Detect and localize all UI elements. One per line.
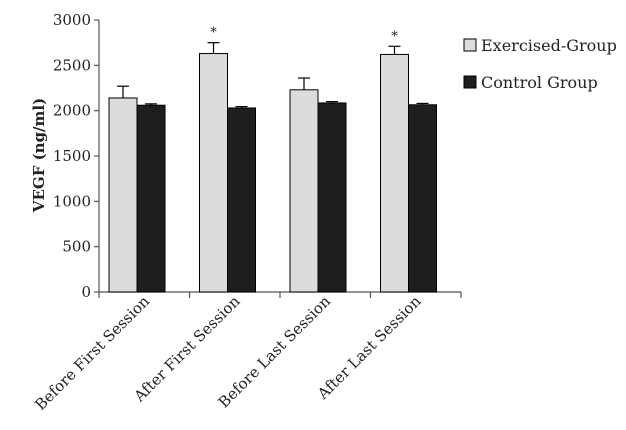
significance-marker: * [210, 26, 217, 41]
bar-control [408, 104, 437, 293]
y-tick-label: 2500 [53, 56, 91, 74]
bars: * * [108, 26, 437, 293]
y-tick-label: 1000 [53, 192, 91, 210]
y-axis: 0 500 1000 1500 2000 2500 3000 [53, 11, 100, 301]
legend-swatch-exercised [463, 38, 477, 52]
bar-exercised [199, 53, 228, 293]
y-tick-label: 2000 [53, 102, 91, 120]
legend-label-control: Control Group [481, 73, 598, 92]
bar-exercised [289, 89, 319, 293]
y-tick-label: 1500 [53, 147, 91, 165]
bar-control [136, 104, 166, 293]
bar-control [317, 102, 347, 293]
significance-marker: * [391, 29, 398, 44]
legend: Exercised-Group Control Group [463, 36, 617, 92]
bar-exercised [108, 97, 138, 293]
bar-exercised [380, 53, 409, 293]
y-tick-label: 500 [62, 238, 91, 256]
y-axis-label: VEGF (ng/ml) [30, 98, 48, 213]
legend-label-exercised: Exercised-Group [481, 36, 617, 55]
y-tick-label: 0 [81, 283, 91, 301]
y-tick-label: 3000 [53, 11, 91, 29]
bar-control [227, 107, 256, 293]
legend-swatch-control [463, 75, 477, 89]
